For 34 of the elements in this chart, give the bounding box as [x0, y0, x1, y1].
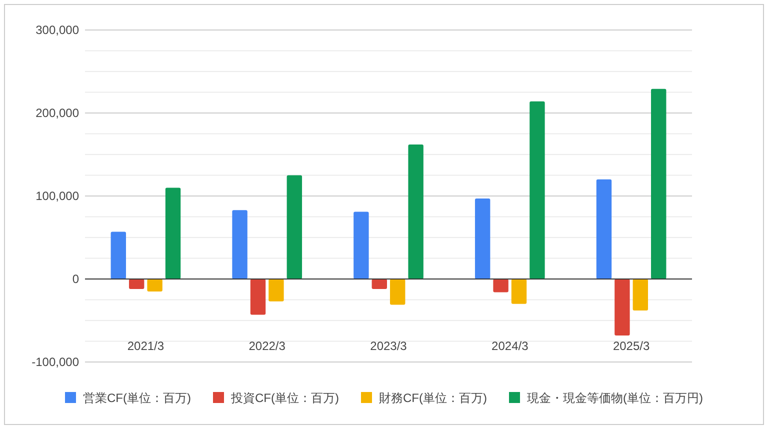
y-tick-label: 0 — [72, 272, 80, 286]
bar — [372, 279, 387, 289]
legend-label: 営業CF(単位：百万) — [83, 391, 191, 405]
y-tick-label: 200,000 — [36, 106, 80, 120]
bar — [651, 88, 666, 279]
bar — [286, 175, 302, 279]
x-tick-label: 2025/3 — [612, 339, 650, 353]
bar — [354, 212, 369, 279]
x-tick-label: 2023/3 — [370, 339, 408, 353]
bar — [232, 210, 248, 279]
bar — [250, 279, 266, 315]
bar — [511, 279, 527, 304]
x-tick-label: 2021/3 — [127, 339, 164, 353]
legend-label: 財務CF(単位：百万) — [379, 391, 487, 405]
legend-label: 投資CF(単位：百万) — [230, 391, 339, 405]
y-tick-label: 100,000 — [36, 189, 80, 203]
bar — [474, 198, 490, 279]
bar — [596, 179, 612, 279]
bar — [147, 279, 162, 292]
y-tick-label: 300,000 — [36, 23, 80, 37]
legend-label: 現金・現金等価物(単位：百万円) — [527, 391, 703, 405]
bar — [128, 279, 144, 289]
bar — [493, 279, 508, 292]
bar — [165, 188, 181, 279]
bar — [530, 101, 545, 279]
bar — [408, 144, 424, 279]
bar — [614, 279, 630, 336]
bar — [632, 279, 648, 311]
bar — [390, 279, 406, 305]
bar — [268, 279, 284, 302]
x-tick-label: 2024/3 — [492, 339, 529, 353]
x-tick-label: 2022/3 — [248, 339, 286, 353]
bar — [110, 232, 126, 279]
y-tick-label: -100,000 — [32, 355, 80, 369]
